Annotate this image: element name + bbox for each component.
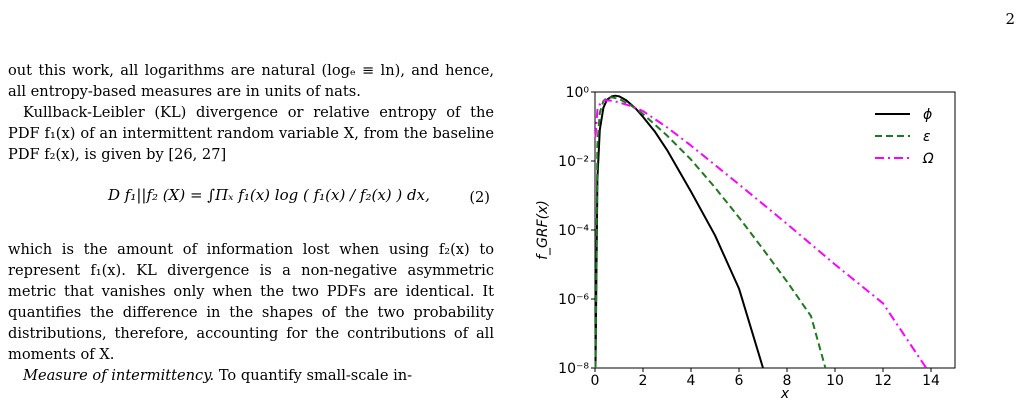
y-tick-label: 10⁻⁸ (558, 361, 589, 377)
pdf-chart: 0 2 4 6 8 10 12 1410⁻⁸10⁻⁶10⁻⁴10⁻²10⁰xf_GRF(x) … (535, 85, 956, 400)
intermittency-heading: Measure of intermittency. (23, 367, 215, 384)
paragraph-kl-description: which is the amount of information lost … (8, 241, 494, 363)
x-tick-label: 10 (826, 373, 844, 389)
series-line (594, 99, 928, 369)
paragraph-kl-definition: Kullback-Leibler (KL) divergence or rela… (8, 104, 494, 163)
intermittency-text: To quantify small-scale in- (218, 367, 413, 384)
x-tick-label: 14 (922, 373, 940, 389)
text-column: out this work, all logarithms are natura… (8, 60, 494, 386)
x-tick-label: 6 (735, 373, 744, 389)
x-tick-label: 8 (783, 373, 792, 389)
series-line (594, 94, 764, 369)
legend-label: Ω (922, 151, 934, 167)
y-tick-label: 10⁻⁴ (558, 223, 589, 239)
series-line (594, 96, 827, 369)
x-tick-label: 2 (639, 373, 648, 389)
chart-legend: ϕεΩ (875, 107, 934, 167)
equation-body: D f₁||f₂ (X) = ∫Πₓ f₁(x) log ( f₁(x) / f… (108, 186, 430, 204)
y-tick-label: 10⁻² (558, 154, 589, 170)
chart-axes: 0 2 4 6 8 10 12 14 10⁻⁸ 10⁻⁶ 10⁻⁴ 10⁻² 10⁰ x f_GRF(x) (535, 85, 956, 400)
equation-2: D f₁||f₂ (X) = ∫Πₓ f₁(x) log ( f₁(x) / f… (8, 165, 494, 239)
page-number: 2 (1005, 10, 1015, 28)
paragraph-intermittency: Measure of intermittency. To quantify sm… (8, 365, 494, 386)
y-axis-label: f_GRF(x) (535, 200, 551, 260)
x-axis-label: x (780, 386, 790, 400)
y-tick-label: 10⁻⁶ (558, 292, 589, 308)
x-tick-label: 0 (591, 373, 600, 389)
plot-frame (594, 91, 956, 369)
y-tick-label: 10⁰ (566, 85, 590, 101)
x-tick-label: 12 (874, 373, 892, 389)
paragraph-logarithms: out this work, all logarithms are natura… (8, 62, 494, 100)
legend-label: ε (923, 129, 931, 145)
equation-number: (2) (469, 189, 490, 206)
x-tick-label: 4 (687, 373, 696, 389)
chart-lines (594, 94, 928, 369)
legend-label: ϕ (923, 107, 932, 123)
